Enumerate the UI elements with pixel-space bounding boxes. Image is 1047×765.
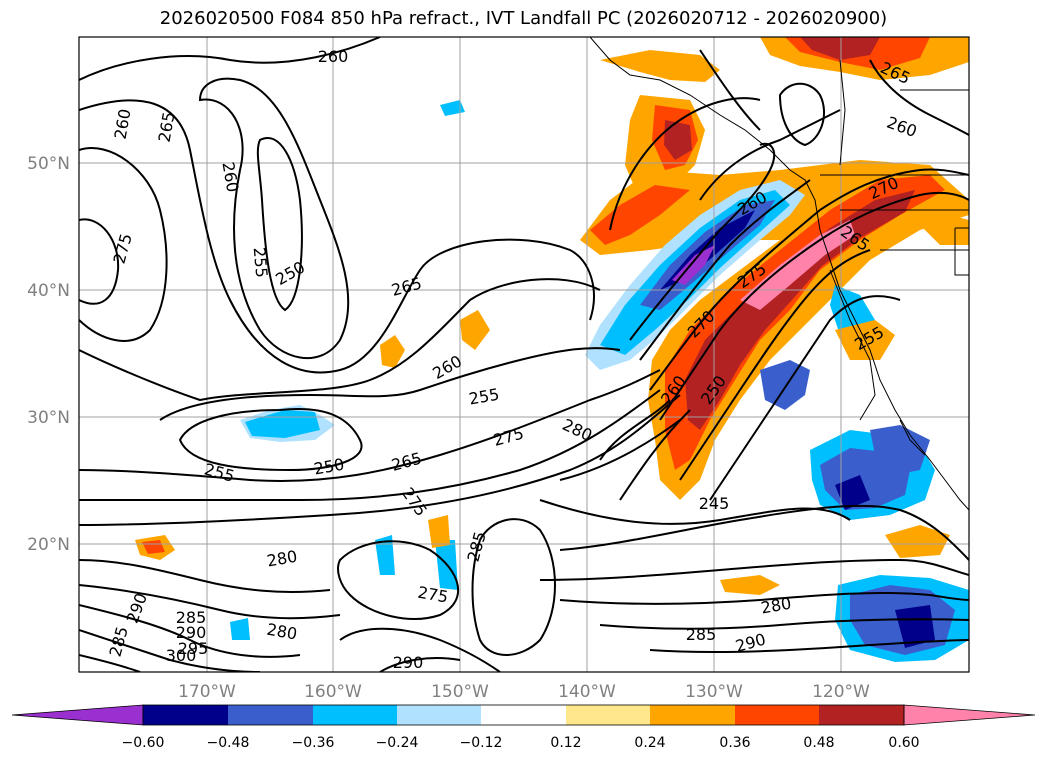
contour-label: 275 [398,484,431,520]
positive-pc-patch [800,37,880,60]
positive-pc-patch [600,50,720,82]
contour-label: 265 [155,110,179,143]
contour-label: 260 [111,107,135,140]
lon-tick-label: 160°W [304,682,362,702]
lon-tick-label: 120°W [812,682,870,702]
positive-pc-patch [460,310,490,350]
colorbar-bin [228,705,313,725]
contour-label: 250 [272,257,308,289]
colorbar-extend-high [903,704,1036,726]
colorbar-tick-label: −0.60 [122,735,165,751]
lon-tick-label: 150°W [431,682,489,702]
colorbar-tick-label: −0.36 [292,735,335,751]
lat-tick-label: 30°N [27,408,70,428]
contour-label: 265 [389,449,423,475]
colorbar-tick-label: −0.12 [460,735,503,751]
negative-pc-patch [230,618,250,640]
contour-label: 275 [491,424,525,450]
colorbar-bin [650,705,735,725]
positive-pc-patch [685,190,915,430]
colorbar-bin [566,705,650,725]
lat-tick-label: 20°N [27,535,70,555]
contour-label: 245 [699,494,730,513]
contour-label: 265 [389,274,423,300]
contour-label: 285 [176,608,207,627]
positive-pc-patch [885,525,950,558]
contour-label: 260 [218,160,242,193]
contour-label: 280 [265,620,298,644]
contour-label: 285 [464,529,490,563]
colorbar: −0.60 −0.48 −0.36 −0.24 −0.12 0.12 0.24 … [11,704,1036,751]
lon-tick-label: 130°W [685,682,743,702]
colorbar-tick-label: 0.24 [634,735,665,751]
map-title: 2026020500 F084 850 hPa refract., IVT La… [159,8,888,29]
colorbar-tick-label: −0.48 [207,735,250,751]
contour-label: 250 [312,455,345,479]
positive-pc-patch [380,335,405,368]
positive-pc-patch [664,120,692,160]
colorbar-bin [735,705,819,725]
contour-label: 290 [393,653,424,672]
contour-label: 260 [318,47,349,66]
longitude-labels: 170°W 160°W 150°W 140°W 130°W 120°W [178,682,870,702]
colorbar-tick-label: 0.12 [550,735,581,751]
lon-tick-label: 140°W [558,682,616,702]
colorbar-bin [143,705,228,725]
negative-pc-patch [375,535,395,575]
colorbar-extend-low [11,704,144,726]
contour-label: 290 [176,623,207,642]
colorbar-bin [397,705,481,725]
positive-pc-patch [428,515,450,548]
contour-label: 255 [250,246,272,278]
colorbar-tick-label: 0.60 [888,735,919,751]
colorbar-bin [819,705,904,725]
contour-label: 260 [884,113,919,141]
contour-label: 280 [759,594,792,618]
positive-pc-patch [720,575,780,595]
contour-label: 285 [686,625,717,644]
map-frame [78,36,970,673]
colorbar-tick-label: −0.24 [376,735,419,751]
contour-label: 275 [110,231,136,265]
coastlines [589,37,969,511]
colorbar-tick-label: 0.36 [719,735,750,751]
contour-label: 295 [178,639,209,658]
lon-tick-label: 170°W [178,682,236,702]
negative-pc-patch [760,360,810,410]
pc-shading [135,37,969,662]
lat-tick-label: 40°N [27,281,70,301]
contour-label: 290 [123,591,151,626]
contour-label: 255 [467,385,500,409]
positive-pc-patch [665,175,945,470]
colorbar-bin [481,705,566,725]
contour-label: 275 [416,583,449,607]
contour-label: 300 [166,646,197,665]
negative-pc-patch [895,605,935,648]
refractivity-contours [79,37,969,672]
positive-pc-patch [740,220,855,310]
contour-label: 280 [265,547,298,571]
colorbar-bin [313,705,397,725]
positive-pc-patch [590,185,690,245]
negative-pc-patch [870,425,930,475]
negative-pc-patch [440,100,465,116]
positive-pc-patch [920,215,969,245]
latitude-labels: 50°N 40°N 30°N 20°N [27,154,70,555]
negative-pc-patch [835,475,870,510]
contour-label: 280 [559,415,595,445]
graticule [79,37,969,672]
contour-label: 285 [106,624,132,658]
lat-tick-label: 50°N [27,154,70,174]
colorbar-tick-label: 0.48 [803,735,834,751]
